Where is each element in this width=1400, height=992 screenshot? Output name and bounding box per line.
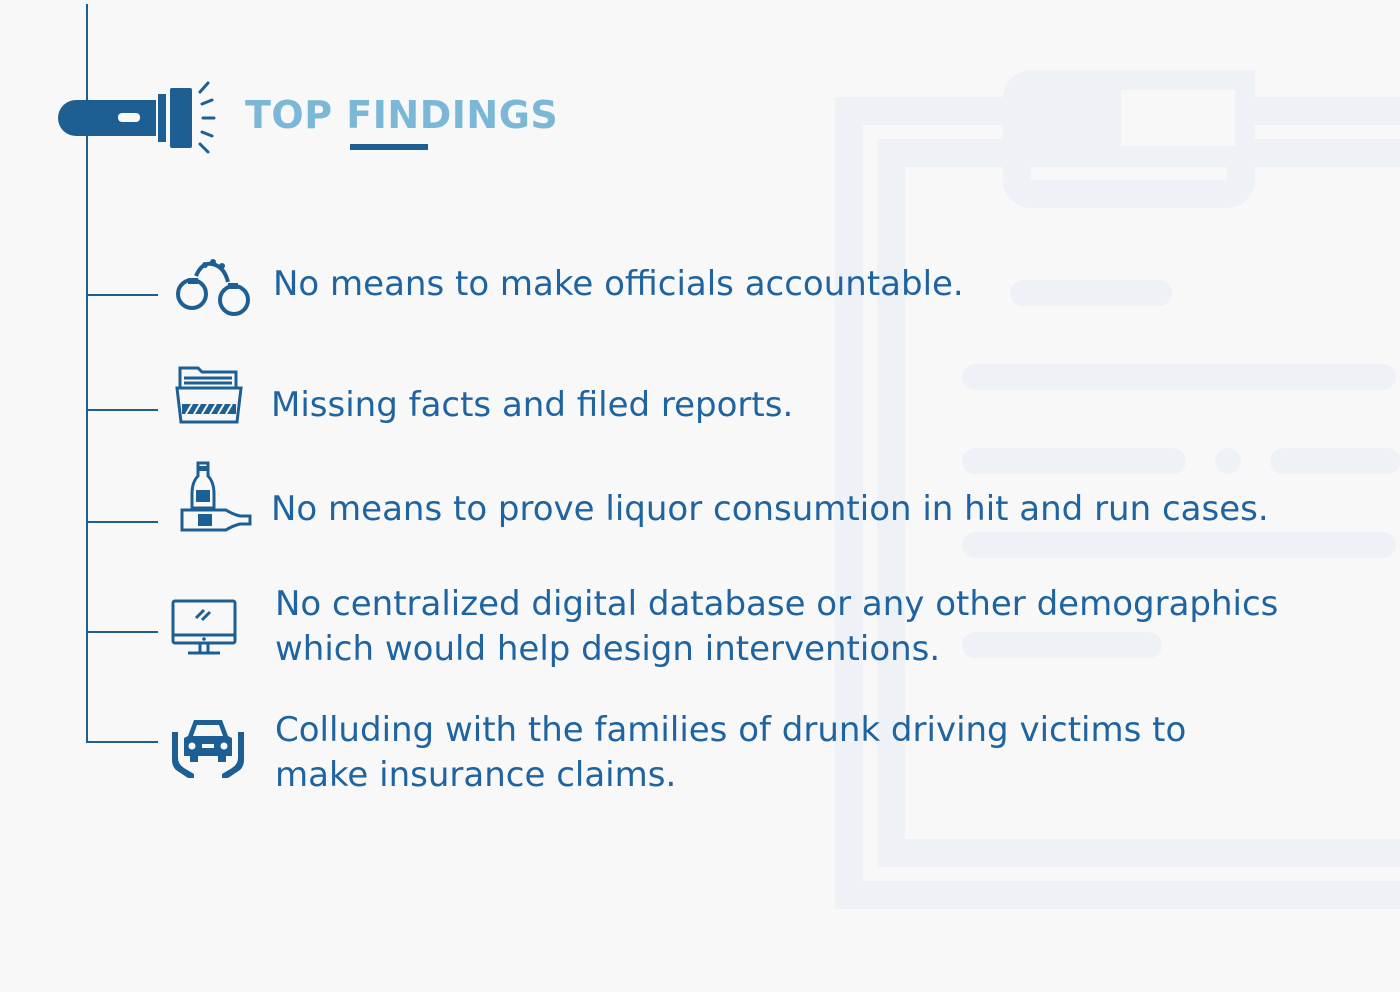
- finding-5-line1: Colluding with the families of drunk dri…: [275, 710, 1187, 750]
- finding-5-line2: make insurance claims.: [275, 755, 677, 795]
- flashlight-icon: [58, 81, 216, 154]
- title-underline: [350, 144, 428, 150]
- timeline-tick: [86, 741, 158, 743]
- page-title: TOP FINDINGS: [245, 93, 559, 137]
- timeline-tick: [86, 521, 158, 523]
- timeline-tick: [86, 409, 158, 411]
- finding-4-line2: which would help design interventions.: [275, 629, 941, 669]
- folder-icon: [175, 366, 243, 424]
- monitor-icon: [171, 599, 237, 655]
- finding-3-text: No means to prove liquor consumtion in h…: [271, 489, 1269, 529]
- car-hands-icon: [172, 720, 244, 778]
- timeline-line: [86, 4, 88, 743]
- finding-1-text: No means to make officials accountable.: [273, 264, 964, 304]
- finding-4-line1: No centralized digital database or any o…: [275, 584, 1279, 624]
- timeline-tick: [86, 294, 158, 296]
- timeline-tick: [86, 631, 158, 633]
- finding-2-text: Missing facts and filed reports.: [271, 385, 794, 425]
- handcuffs-icon: [176, 259, 250, 316]
- bottles-icon: [180, 461, 252, 532]
